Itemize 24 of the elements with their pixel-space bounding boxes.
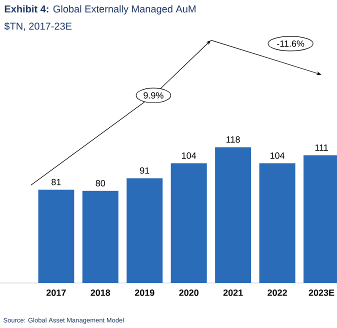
x-tick-label: 2017 [46,290,66,296]
bar [38,190,74,283]
data-label: 104 [270,152,285,159]
bar [170,163,207,283]
bar [215,147,252,283]
data-label: 111 [315,144,328,151]
x-tick-label: 2020 [179,290,198,296]
chart-subtitle: $TN, 2017-23E [4,22,72,31]
x-tick-label: 2021 [223,290,243,296]
bar [259,163,296,283]
data-label: 91 [140,167,150,174]
data-label: 118 [226,136,240,143]
chart-title: Exhibit 4: Global Externally Managed AuM [4,5,196,15]
data-label: 80 [96,180,106,186]
bar [82,190,118,283]
x-tick-label: 2022 [268,290,287,296]
bar [126,178,163,283]
x-tick-label: 2019 [134,290,154,296]
data-label: 81 [52,178,61,186]
text: -11.6% [277,40,304,47]
x-tick-label: 2023E [308,290,334,296]
text: 9.9% [144,92,164,99]
x-tick-label: 2018 [90,290,110,296]
data-label: 104 [182,152,196,159]
